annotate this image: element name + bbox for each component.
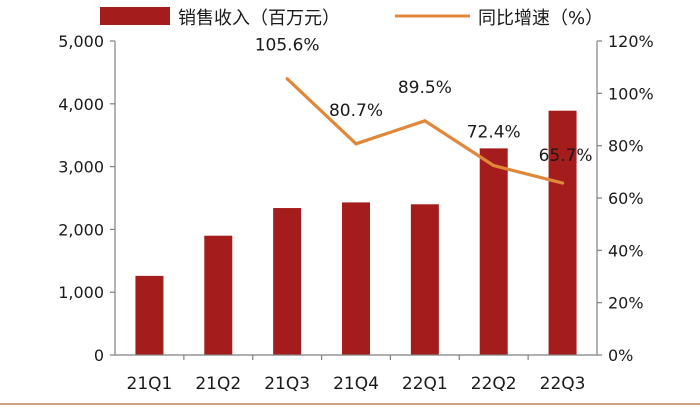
x-tick-label: 22Q1 [402, 374, 448, 394]
bar-22Q2 [479, 148, 508, 355]
growth-point-22Q1 [423, 119, 427, 123]
x-tick-label: 22Q3 [540, 374, 586, 394]
right-tick-label: 0% [608, 346, 633, 365]
left-tick-label: 2,000 [58, 220, 104, 239]
growth-point-22Q3 [560, 181, 565, 185]
growth-point-21Q4 [354, 142, 358, 146]
left-tick-label: 5,000 [58, 32, 104, 51]
left-tick-label: 4,000 [58, 95, 104, 114]
data-labels: 105.6% 80.7% 89.5% 72.4% 65.7% [255, 36, 593, 166]
right-tick-label: 80% [608, 137, 644, 156]
x-tick-label: 21Q4 [333, 374, 379, 394]
data-label-22Q2: 72.4% [467, 123, 521, 143]
legend-bar-swatch [100, 7, 170, 25]
bar-22Q1 [410, 204, 439, 355]
right-tick-label: 40% [608, 241, 644, 260]
growth-line-series [285, 77, 565, 185]
legend: 销售收入（百万元） 同比增速（%） [100, 7, 603, 29]
bar-21Q3 [273, 208, 302, 355]
x-tick-label: 21Q3 [264, 374, 310, 394]
axes: 0 1,000 2,000 3,000 4,000 5,000 0% 20% 40% 60% 80%… [58, 32, 654, 394]
data-label-22Q3: 65.7% [539, 146, 593, 166]
x-tick-label: 22Q2 [471, 374, 517, 394]
x-tick-label: 21Q2 [195, 374, 241, 394]
bar-21Q4 [342, 202, 370, 355]
bar-21Q1 [135, 275, 164, 355]
bar-series [135, 110, 577, 355]
x-tick-label: 21Q1 [127, 374, 173, 394]
data-label-21Q4: 80.7% [329, 101, 383, 121]
left-tick-label: 0 [94, 346, 104, 365]
data-label-22Q1: 89.5% [398, 78, 452, 98]
bar-22Q3 [548, 110, 577, 355]
growth-point-21Q3 [285, 77, 289, 81]
right-tick-label: 120% [608, 32, 654, 51]
right-tick-label: 20% [608, 294, 644, 313]
left-tick-label: 1,000 [58, 283, 104, 302]
legend-bar-label: 销售收入（百万元） [178, 8, 340, 29]
growth-point-22Q2 [492, 163, 496, 168]
bar-21Q2 [204, 235, 233, 355]
right-tick-label: 60% [608, 189, 644, 208]
left-tick-label: 3,000 [58, 158, 104, 177]
legend-line-label: 同比增速（%） [478, 8, 603, 29]
data-label-21Q3: 105.6% [255, 36, 320, 56]
right-tick-label: 100% [608, 84, 654, 103]
